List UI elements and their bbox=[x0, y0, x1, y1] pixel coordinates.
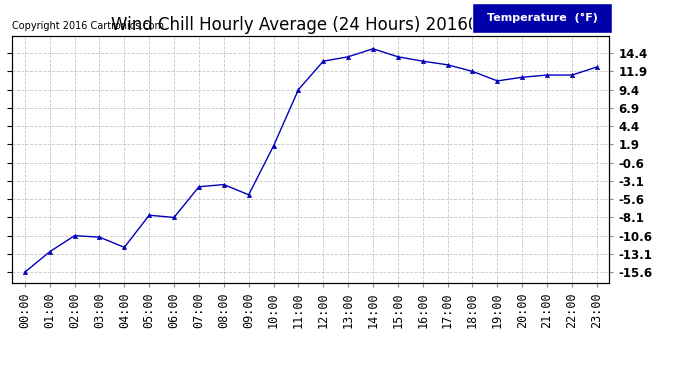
Text: Temperature  (°F): Temperature (°F) bbox=[486, 13, 598, 23]
Text: Copyright 2016 Cartronics.com: Copyright 2016 Cartronics.com bbox=[12, 21, 164, 31]
Title: Wind Chill Hourly Average (24 Hours) 20160119: Wind Chill Hourly Average (24 Hours) 201… bbox=[111, 16, 511, 34]
FancyBboxPatch shape bbox=[472, 3, 612, 33]
